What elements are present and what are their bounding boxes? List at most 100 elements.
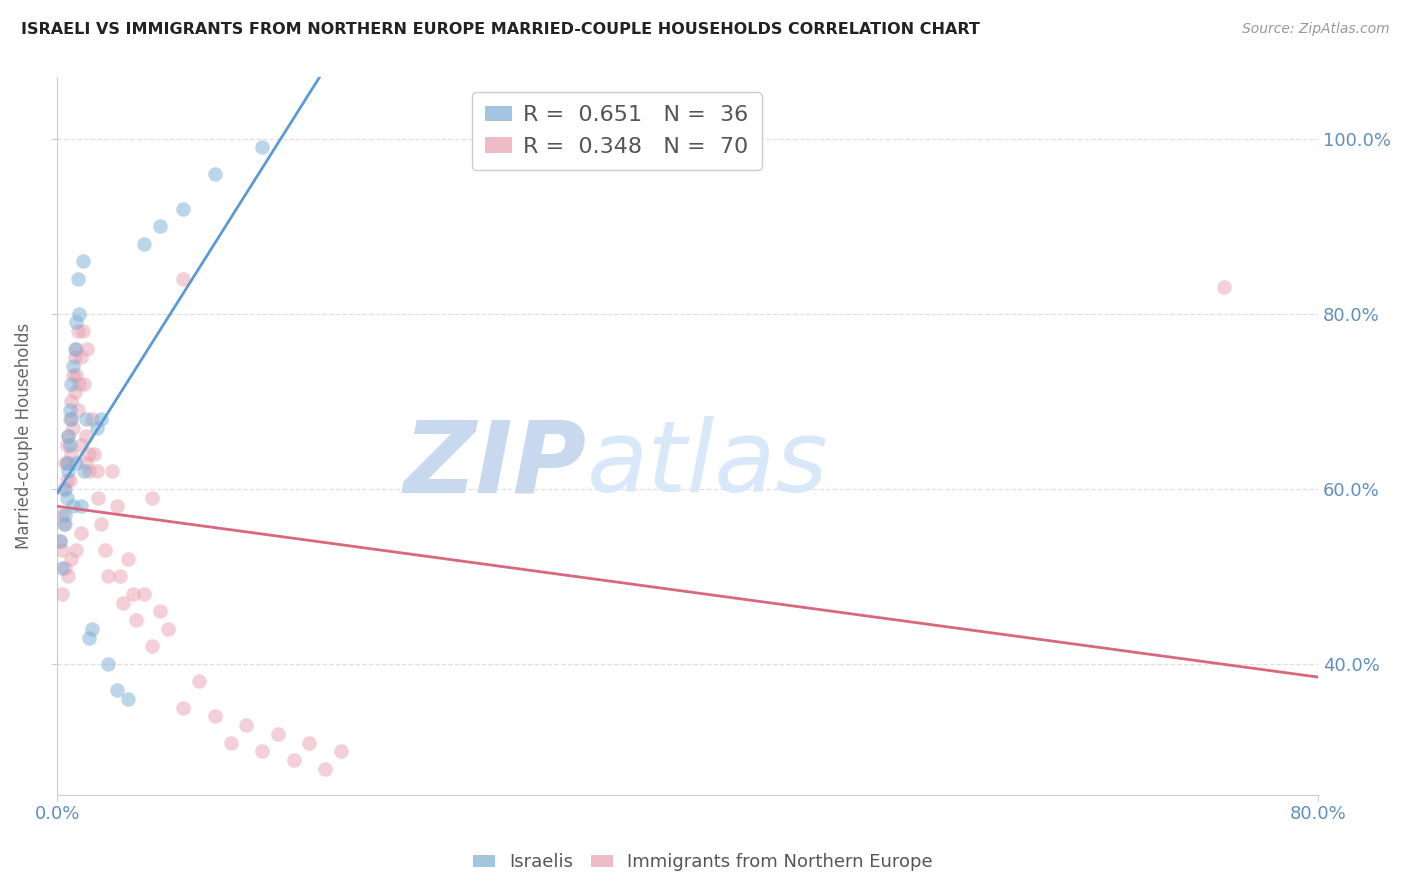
Point: [73, 376, 96, 391]
Point: [62, 420, 84, 434]
Point: [65, 316, 87, 330]
Point: [72, 254, 94, 268]
Point: [63, 342, 86, 356]
Point: [52, 516, 75, 531]
Point: [77, 464, 100, 478]
Point: [49, 534, 72, 549]
Point: [90, 411, 112, 425]
Point: [55, 456, 77, 470]
Point: [267, 727, 290, 741]
Point: [132, 587, 155, 601]
Point: [49, 534, 72, 549]
Point: [105, 500, 128, 514]
Point: [250, 744, 273, 758]
Point: [90, 516, 112, 531]
Point: [70, 525, 93, 540]
Point: [117, 551, 139, 566]
Text: ZIP: ZIP: [404, 417, 586, 514]
Point: [156, 622, 179, 636]
Point: [51, 543, 73, 558]
Point: [73, 464, 96, 478]
Point: [51, 587, 73, 601]
Point: [122, 587, 145, 601]
Point: [65, 456, 87, 470]
Point: [59, 403, 82, 417]
Legend: R =  0.651   N =  36, R =  0.348   N =  70: R = 0.651 N = 36, R = 0.348 N = 70: [472, 92, 762, 169]
Point: [55, 473, 77, 487]
Point: [58, 456, 80, 470]
Point: [65, 368, 87, 382]
Point: [86, 464, 108, 478]
Point: [53, 516, 76, 531]
Point: [110, 569, 132, 583]
Point: [60, 551, 83, 566]
Point: [75, 411, 97, 425]
Point: [51, 508, 73, 522]
Point: [67, 307, 90, 321]
Point: [250, 140, 273, 154]
Point: [59, 411, 82, 425]
Point: [53, 482, 76, 496]
Point: [60, 411, 83, 425]
Point: [62, 500, 84, 514]
Point: [86, 420, 108, 434]
Point: [66, 271, 89, 285]
Text: ISRAELI VS IMMIGRANTS FROM NORTHERN EUROPE MARRIED-COUPLE HOUSEHOLDS CORRELATION: ISRAELI VS IMMIGRANTS FROM NORTHERN EURO…: [21, 22, 980, 37]
Point: [172, 202, 194, 216]
Text: Source: ZipAtlas.com: Source: ZipAtlas.com: [1241, 22, 1389, 37]
Point: [53, 508, 76, 522]
Point: [204, 167, 226, 181]
Point: [52, 482, 75, 496]
Point: [53, 560, 76, 574]
Point: [76, 342, 98, 356]
Point: [172, 700, 194, 714]
Point: [149, 604, 172, 618]
Point: [59, 473, 82, 487]
Point: [75, 456, 97, 470]
Point: [298, 735, 321, 749]
Point: [77, 631, 100, 645]
Point: [97, 657, 120, 671]
Point: [72, 324, 94, 338]
Point: [53, 456, 76, 470]
Point: [1212, 280, 1234, 294]
Point: [55, 491, 77, 505]
Y-axis label: Married-couple Households: Married-couple Households: [15, 323, 32, 549]
Point: [188, 674, 211, 689]
Point: [219, 735, 242, 749]
Point: [125, 613, 148, 627]
Point: [62, 359, 84, 374]
Point: [141, 491, 163, 505]
Point: [63, 351, 86, 365]
Point: [58, 569, 80, 583]
Point: [149, 219, 172, 234]
Legend: Israelis, Immigrants from Northern Europe: Israelis, Immigrants from Northern Europ…: [465, 847, 941, 879]
Point: [60, 394, 83, 409]
Point: [66, 403, 89, 417]
Point: [60, 447, 83, 461]
Point: [87, 491, 110, 505]
Point: [55, 438, 77, 452]
Point: [101, 464, 124, 478]
Point: [112, 595, 135, 609]
Point: [330, 744, 353, 758]
Point: [77, 447, 100, 461]
Point: [59, 438, 82, 452]
Point: [80, 411, 103, 425]
Point: [83, 447, 105, 461]
Text: atlas: atlas: [586, 417, 828, 514]
Point: [141, 640, 163, 654]
Point: [283, 753, 305, 767]
Point: [70, 500, 93, 514]
Point: [105, 683, 128, 698]
Point: [204, 709, 226, 723]
Point: [235, 718, 257, 732]
Point: [93, 543, 115, 558]
Point: [80, 622, 103, 636]
Point: [51, 560, 73, 574]
Point: [132, 236, 155, 251]
Point: [117, 691, 139, 706]
Point: [75, 429, 97, 443]
Point: [62, 368, 84, 382]
Point: [314, 762, 336, 776]
